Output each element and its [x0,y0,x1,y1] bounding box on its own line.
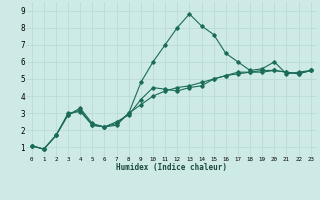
X-axis label: Humidex (Indice chaleur): Humidex (Indice chaleur) [116,163,227,172]
